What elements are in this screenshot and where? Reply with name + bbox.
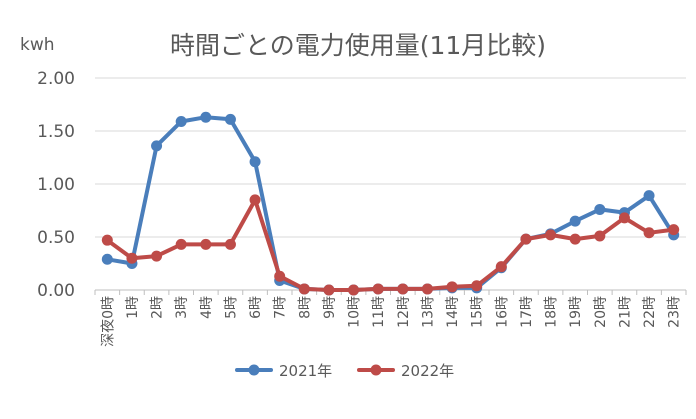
- legend-item: 2021年: [235, 362, 332, 380]
- data-point: [421, 283, 433, 295]
- y-tick-label: 1.50: [37, 122, 75, 142]
- data-point: [175, 238, 187, 250]
- x-axis-ticks: 深夜0時 1時 2時 3時 4時 5時 6時 7時 8時 9時 10時 11時 12時 13時 14時 15時…: [94, 290, 687, 347]
- data-point: [471, 280, 483, 292]
- data-point: [594, 203, 606, 215]
- x-tick-label: 13時: [420, 296, 436, 328]
- x-tick-label: 17時: [519, 296, 535, 328]
- data-point: [323, 284, 335, 296]
- data-point: [151, 250, 163, 262]
- x-tick-label: 7時: [273, 296, 289, 319]
- data-point: [520, 233, 532, 245]
- x-tick-label: 10時: [347, 296, 363, 328]
- data-point: [298, 283, 310, 295]
- y-tick-label: 2.00: [37, 69, 75, 89]
- x-tick-label: 12時: [396, 296, 412, 328]
- data-point: [224, 238, 236, 250]
- x-tick-label: 21時: [617, 296, 633, 328]
- data-point: [200, 238, 212, 250]
- series-line: [105, 115, 676, 292]
- x-tick-label: 20時: [593, 296, 609, 328]
- y-axis-ticks: 0.00 0.50 1.00 1.50 2.00: [37, 69, 75, 301]
- data-point: [594, 230, 606, 242]
- data-point: [643, 227, 655, 239]
- chart-title: 時間ごとの電力使用量(11月比較): [170, 31, 546, 60]
- data-point: [545, 229, 557, 241]
- data-point: [569, 215, 581, 227]
- x-tick-label: 深夜0時: [100, 296, 116, 347]
- data-point: [151, 140, 163, 152]
- series-1: [101, 111, 680, 296]
- y-axis-unit-label: kwh: [20, 35, 55, 55]
- x-tick-label: 4時: [199, 296, 215, 319]
- data-point: [446, 281, 458, 293]
- legend-item: 2022年: [357, 362, 454, 380]
- legend-label: 2021年: [279, 362, 332, 380]
- data-point: [126, 252, 138, 264]
- data-point: [101, 253, 113, 265]
- data-point: [643, 190, 655, 202]
- data-point: [274, 270, 286, 282]
- series-group: [101, 111, 680, 296]
- x-tick-label: 9時: [322, 296, 338, 319]
- data-point: [495, 261, 507, 273]
- x-tick-label: 14時: [445, 296, 461, 328]
- data-point: [249, 194, 261, 206]
- x-tick-label: 1時: [125, 296, 141, 319]
- x-tick-label: 22時: [642, 296, 658, 328]
- legend-marker: [248, 364, 260, 376]
- x-tick-label: 3時: [174, 296, 190, 319]
- x-tick-label: 16時: [494, 296, 510, 328]
- x-tick-label: 19時: [568, 296, 584, 328]
- data-point: [101, 234, 113, 246]
- y-tick-label: 1.00: [37, 175, 75, 195]
- x-tick-label: 5時: [223, 296, 239, 319]
- data-point: [569, 233, 581, 245]
- legend-marker: [370, 364, 382, 376]
- x-tick-label: 18時: [544, 296, 560, 328]
- data-point: [397, 283, 409, 295]
- x-tick-label: 6時: [248, 296, 264, 319]
- data-point: [200, 111, 212, 123]
- data-point: [618, 212, 630, 224]
- x-tick-label: 11時: [371, 296, 387, 328]
- data-point: [224, 113, 236, 125]
- data-point: [372, 283, 384, 295]
- x-tick-label: 15時: [470, 296, 486, 328]
- series-2: [101, 194, 680, 296]
- x-tick-label: 2時: [150, 296, 166, 319]
- gridlines: [95, 77, 686, 291]
- data-point: [175, 115, 187, 127]
- legend-label: 2022年: [401, 362, 454, 380]
- data-point: [348, 284, 360, 296]
- data-point: [249, 156, 261, 168]
- x-tick-label: 23時: [667, 296, 683, 328]
- x-tick-label: 8時: [297, 296, 313, 319]
- legend: 2021年 2022年: [235, 362, 454, 380]
- y-tick-label: 0.00: [37, 281, 75, 301]
- y-tick-label: 0.50: [37, 228, 75, 248]
- data-point: [668, 224, 680, 236]
